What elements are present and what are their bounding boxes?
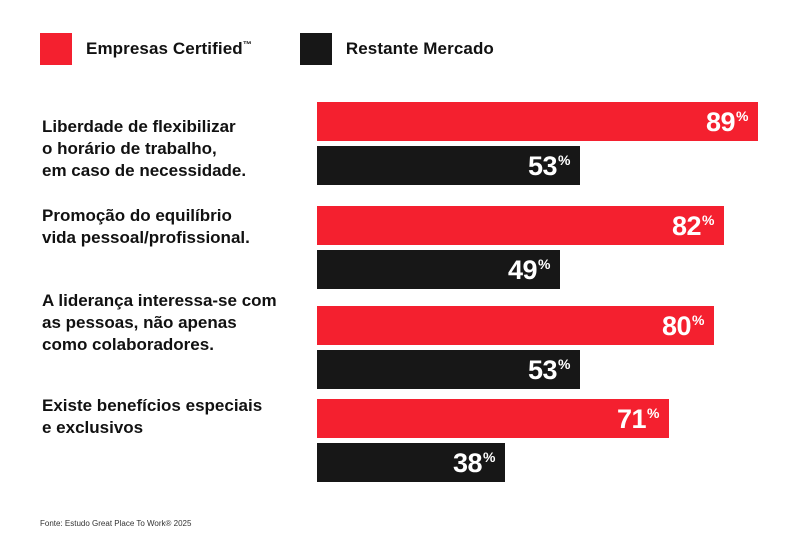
bar-market: 53% bbox=[317, 350, 580, 389]
bar-certified: 82% bbox=[317, 206, 724, 245]
bar-value-label: 71% bbox=[617, 404, 659, 434]
bar-value-label: 49% bbox=[508, 255, 550, 285]
bar-certified: 71% bbox=[317, 399, 669, 438]
category-label: A liderança interessa-se com as pessoas,… bbox=[42, 291, 277, 354]
bar-certified: 80% bbox=[317, 306, 714, 345]
bar-market: 53% bbox=[317, 146, 580, 185]
legend-label-certified: Empresas Certified™ bbox=[86, 39, 252, 58]
bar-value-label: 80% bbox=[662, 311, 704, 341]
legend-item-market: Restante Mercado bbox=[299, 33, 494, 65]
legend-swatch-red bbox=[40, 33, 72, 65]
bar-value-label: 82% bbox=[672, 211, 714, 241]
bar-certified: 89% bbox=[317, 102, 758, 141]
legend: Empresas Certified™ Restante Mercado bbox=[40, 33, 542, 65]
bar-value-label: 53% bbox=[528, 355, 570, 385]
bar-market: 38% bbox=[317, 443, 505, 482]
bar-market: 49% bbox=[317, 250, 560, 289]
bar-value-label: 53% bbox=[528, 151, 570, 181]
source-note: Fonte: Estudo Great Place To Work® 2025 bbox=[40, 519, 192, 528]
trademark-mark: ™ bbox=[242, 39, 252, 50]
legend-swatch-black bbox=[299, 33, 332, 65]
legend-item-certified: Empresas Certified™ bbox=[40, 33, 252, 65]
legend-label-market: Restante Mercado bbox=[345, 39, 494, 58]
category-label: Existe benefícios especiais e exclusivos bbox=[42, 396, 263, 437]
bar-value-label: 38% bbox=[453, 448, 495, 478]
bar-value-label: 89% bbox=[706, 107, 748, 137]
category-label: Liberdade de flexibilizar o horário de t… bbox=[42, 117, 247, 180]
category-label: Promoção do equilíbrio vida pessoal/prof… bbox=[42, 206, 250, 247]
